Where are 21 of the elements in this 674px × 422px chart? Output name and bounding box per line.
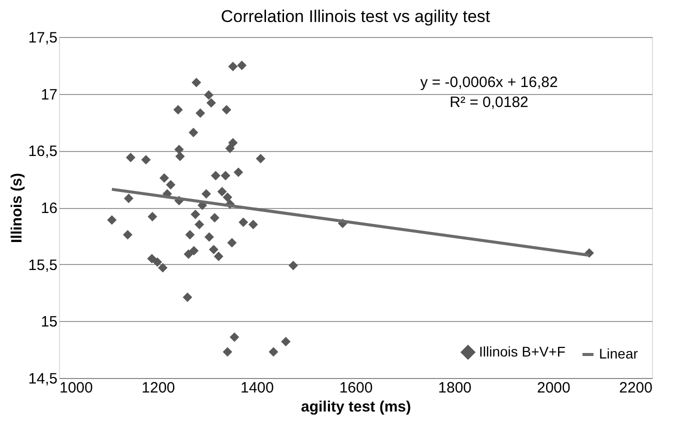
x-tick-label: 1000: [60, 380, 93, 396]
annotation: R² = 0,0182: [450, 94, 528, 111]
x-tick-label: 1800: [438, 380, 472, 396]
legend-label: Linear: [599, 346, 638, 362]
chart-title: Correlation Illinois test vs agility test: [220, 7, 490, 26]
y-tick-label: 16: [40, 200, 58, 217]
y-tick-label: 17,5: [28, 30, 58, 46]
x-tick-label: 1200: [142, 380, 176, 396]
y-tick-label: 15: [40, 314, 58, 331]
x-tick-label: 2000: [536, 380, 570, 396]
y-tick-label: 17: [40, 86, 58, 104]
legend-label: Illinois B+V+F: [479, 343, 566, 360]
x-tick-label: 2200: [619, 380, 652, 396]
x-tick-label: 1400: [240, 380, 274, 396]
x-tick-label: 1600: [339, 380, 373, 396]
x-axis-title: agility test (ms): [300, 398, 412, 416]
y-tick-label: 15,5: [28, 256, 58, 274]
annotation: y = -0,0006x + 16,82: [420, 74, 558, 91]
y-tick-label: 16,5: [28, 143, 58, 160]
y-tick-label: 14,5: [28, 370, 58, 388]
y-axis-title: Illinois (s): [8, 172, 26, 244]
